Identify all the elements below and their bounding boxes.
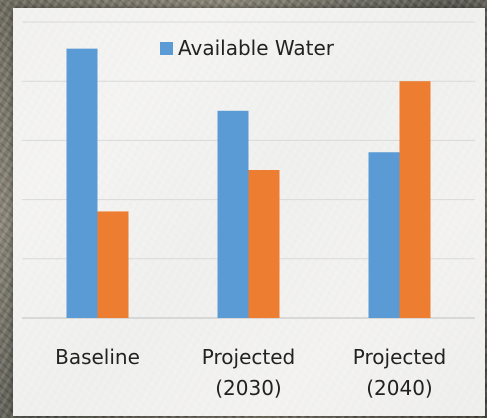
bar-available-water-3: [368, 152, 400, 318]
bar-available-water-1: [66, 48, 98, 318]
legend-swatch: [160, 42, 173, 55]
legend: Available Water: [160, 36, 335, 60]
bars: [66, 48, 431, 318]
x-tick-label: Projected (2030): [202, 345, 295, 400]
x-tick-labels: Baseline Projected (2030) Projected (2040): [55, 345, 446, 400]
x-tick-label: Baseline: [55, 345, 140, 369]
bar-series-2-1: [97, 211, 129, 318]
x-tick-label: Projected (2040): [353, 345, 446, 400]
bar-series-2-3: [399, 81, 431, 318]
bar-series-2-2: [248, 170, 280, 318]
bar-available-water-2: [217, 110, 249, 318]
legend-label: Available Water: [178, 36, 335, 60]
